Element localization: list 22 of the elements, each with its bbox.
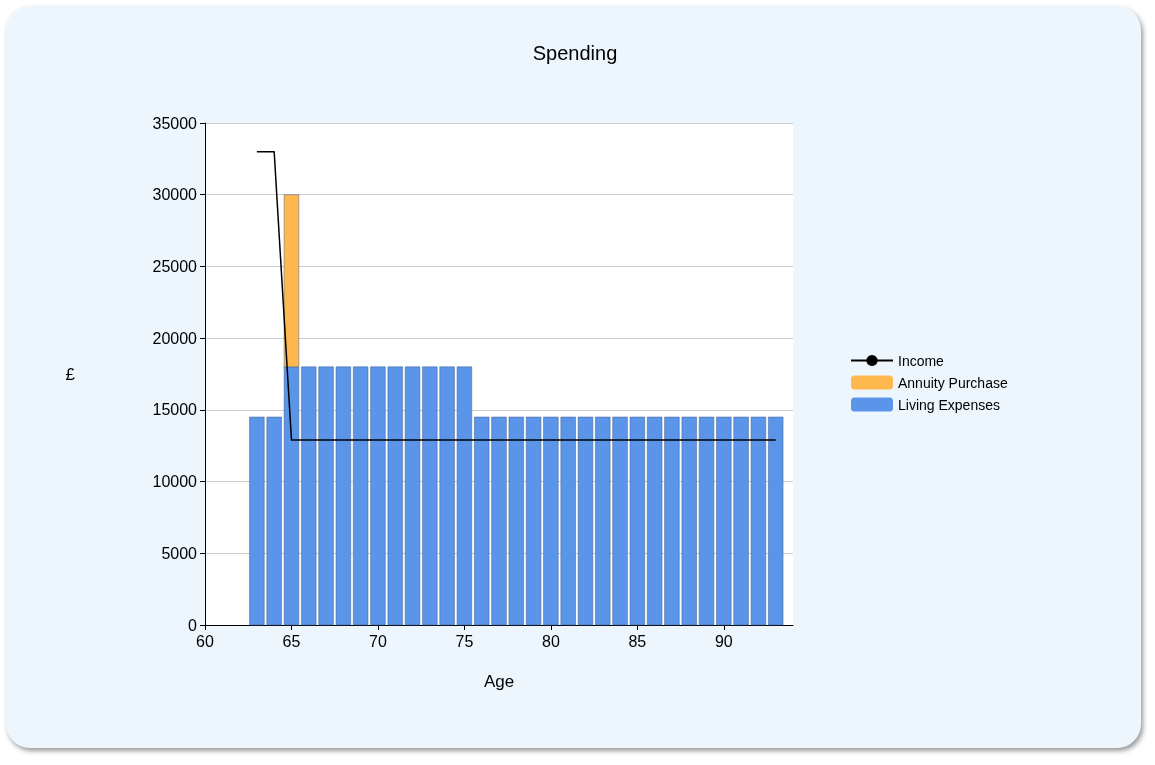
x-tick-label: 80 — [541, 632, 560, 650]
y-tick-label: 10000 — [152, 473, 198, 491]
legend-label: Annuity Purchase — [898, 374, 1008, 391]
x-axis-title: Age — [483, 672, 515, 691]
x-tick-label: 70 — [369, 632, 387, 650]
legend-label: Income — [898, 352, 945, 369]
x-tick-label: 75 — [455, 632, 474, 650]
x-tick-label: 90 — [714, 632, 733, 650]
y-tick-label: 15000 — [152, 401, 198, 419]
x-tick-label: 60 — [196, 632, 214, 650]
y-tick-label: 35000 — [152, 114, 198, 132]
y-tick-label: 25000 — [152, 257, 198, 275]
chart-title: Spending — [532, 42, 618, 64]
y-tick-label: 30000 — [152, 186, 198, 204]
x-tick-label: 85 — [628, 632, 647, 650]
legend-label: Living Expenses — [898, 396, 1000, 413]
x-tick-label: 65 — [282, 632, 301, 650]
y-tick-label: 20000 — [152, 329, 198, 347]
y-tick-label: 5000 — [161, 544, 198, 562]
bar — [768, 416, 784, 626]
y-axis-title: £ — [65, 364, 76, 384]
y-tick-label: 0 — [188, 616, 198, 634]
